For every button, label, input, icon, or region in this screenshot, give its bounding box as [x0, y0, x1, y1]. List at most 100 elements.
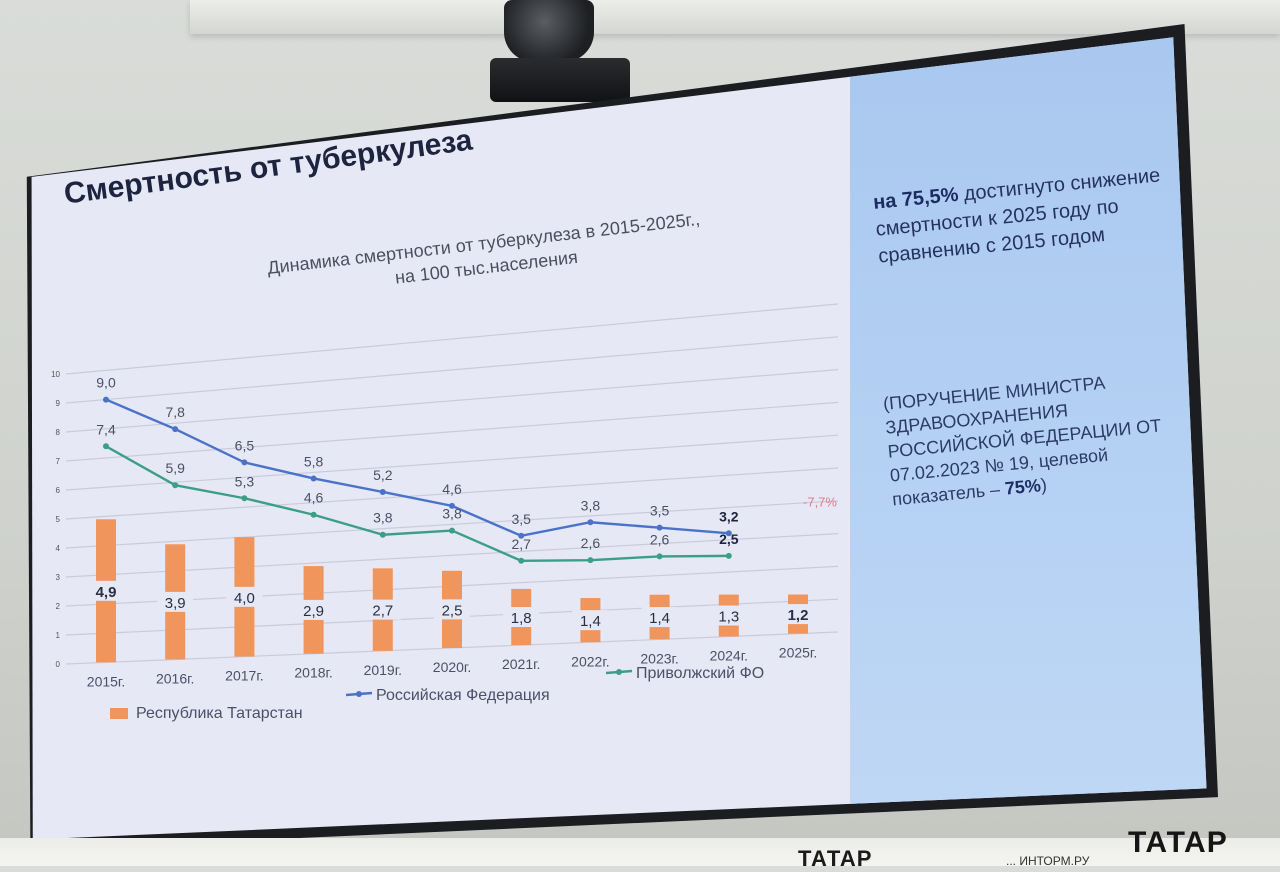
x-tick-label: 2022г. — [571, 653, 609, 669]
logo: ТАТАР — [1128, 826, 1228, 859]
y-tick-label: 6 — [56, 486, 61, 495]
series-point — [310, 475, 317, 482]
series-point — [379, 531, 386, 538]
series-line — [105, 398, 729, 538]
x-tick-label: 2023г. — [640, 650, 678, 666]
line-value-label: 2,6 — [581, 535, 601, 551]
line-value-label: 5,3 — [235, 473, 255, 489]
bar-value-label: 1,2 — [788, 607, 809, 624]
x-tick-label: 2025г. — [779, 645, 817, 661]
side-highlight-bold: на 75,5% — [872, 183, 960, 214]
series-point — [656, 553, 663, 560]
camera-icon — [490, 0, 640, 110]
x-tick-label: 2015г. — [87, 673, 125, 689]
y-tick-label: 3 — [56, 573, 61, 582]
bar-label-bg — [295, 599, 332, 620]
grid-line — [65, 533, 839, 578]
bar-label-bg — [710, 605, 747, 626]
legend-swatch-marker — [616, 669, 622, 675]
side-note-bold: 75% — [1003, 475, 1042, 499]
bar-value-label: 4,0 — [234, 590, 255, 607]
series-point — [449, 502, 455, 509]
y-tick-label: 0 — [56, 660, 61, 669]
bar-value-label: 1,8 — [511, 610, 532, 627]
line-value-label: 6,5 — [235, 437, 255, 453]
series-point — [725, 530, 732, 537]
x-tick-label: 2017г. — [225, 668, 263, 684]
x-tick-label: 2019г. — [364, 662, 402, 678]
line-value-label: 3,5 — [511, 511, 531, 527]
bar-value-label: 1,3 — [718, 609, 739, 626]
grid-line — [65, 500, 839, 549]
bar-value-label: 2,7 — [372, 603, 393, 620]
x-tick-label: 2018г. — [294, 665, 332, 681]
side-note-end: ) — [1039, 474, 1048, 496]
wall-shelf — [190, 0, 1280, 34]
x-tick-label: 2020г. — [433, 659, 471, 675]
series-point — [103, 396, 109, 403]
line-value-label: 3,5 — [650, 503, 670, 519]
y-tick-label: 10 — [51, 370, 60, 379]
side-panel — [850, 37, 1207, 840]
line-value-label: 3,2 — [719, 508, 739, 524]
y-tick-label: 1 — [56, 631, 61, 640]
y-tick-label: 2 — [56, 602, 61, 611]
line-value-label: 2,7 — [511, 536, 531, 552]
grid-line — [65, 401, 839, 462]
series-point — [587, 557, 594, 564]
x-tick-label: 2016г. — [156, 670, 194, 686]
grid-line — [65, 303, 839, 375]
legend-swatch — [110, 708, 128, 719]
bar-value-label: 1,4 — [580, 613, 601, 630]
series-point — [172, 482, 179, 489]
series-point — [725, 552, 732, 559]
change-annotation: -7,7% — [803, 495, 837, 510]
bar-label-bg — [434, 599, 470, 620]
legend-label: Республика Татарстан — [136, 705, 303, 722]
line-value-label: 5,9 — [165, 460, 185, 476]
line-value-label: 4,6 — [442, 481, 462, 497]
bar-value-label: 4,9 — [96, 584, 117, 601]
line-value-label: 2,5 — [719, 531, 739, 547]
line-value-label: 7,4 — [96, 421, 116, 437]
bar-label-bg — [780, 604, 816, 625]
y-tick-label: 4 — [56, 544, 61, 553]
line-value-label: 2,6 — [650, 531, 670, 547]
logo-small: ТАТАР — [798, 846, 873, 871]
series-point — [518, 557, 525, 564]
desk-strip — [0, 838, 1280, 866]
line-value-label: 5,8 — [304, 453, 324, 469]
bar-value-label: 3,9 — [165, 595, 186, 612]
legend-label: Приволжский ФО — [636, 665, 764, 682]
legend-swatch-marker — [356, 691, 362, 697]
bar-label-bg — [572, 610, 609, 631]
x-tick-label: 2024г. — [710, 648, 748, 664]
legend-label: Российская Федерация — [376, 687, 550, 704]
grid-line — [65, 434, 839, 491]
series-point — [103, 443, 109, 450]
y-tick-label: 8 — [56, 428, 61, 437]
x-tick-label: 2021г. — [502, 656, 540, 672]
series-point — [379, 488, 386, 495]
bar-label-bg — [641, 607, 678, 628]
grid-line — [65, 336, 839, 404]
line-value-label: 7,8 — [165, 404, 185, 420]
grid-line — [65, 467, 839, 520]
line-value-label: 3,8 — [373, 510, 393, 526]
series-point — [172, 426, 179, 433]
bar-label-bg — [88, 580, 124, 601]
line-value-label: 9,0 — [96, 375, 116, 391]
y-tick-label: 5 — [56, 515, 61, 524]
bar-label-bg — [226, 586, 263, 607]
bar-value-label: 2,5 — [442, 602, 463, 619]
series-point — [310, 511, 317, 518]
line-value-label: 3,8 — [442, 506, 462, 522]
series-point — [241, 459, 248, 466]
series-point — [449, 527, 455, 534]
series-point — [587, 519, 594, 526]
grid-line — [65, 369, 839, 433]
y-tick-label: 9 — [56, 399, 61, 408]
bar-label-bg — [503, 607, 540, 628]
y-tick-label: 7 — [56, 457, 61, 466]
